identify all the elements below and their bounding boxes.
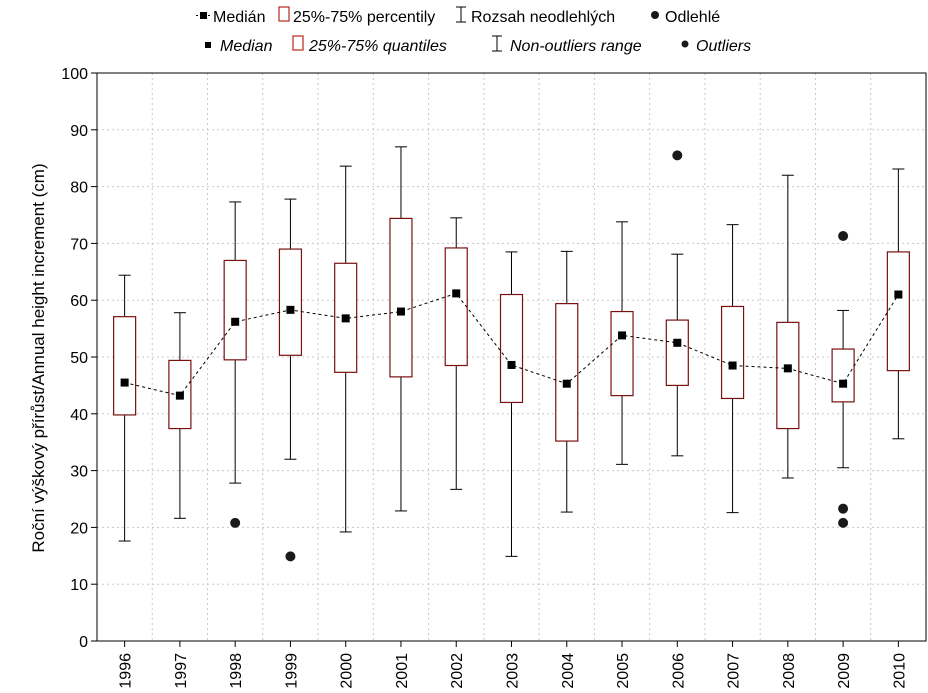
y-tick-label: 0 [79,634,88,651]
median-marker-1999 [286,305,295,314]
y-tick-label: 60 [70,293,88,310]
whiskers [118,146,905,557]
box-1996 [113,316,137,416]
box-2001 [389,217,413,378]
median-marker-2010 [894,290,903,299]
x-tick-label: 2004 [560,653,577,689]
y-tick-label: 40 [70,407,88,424]
x-tick-label: 2000 [339,653,356,689]
x-tick-label: 2009 [836,653,853,689]
y-tick-label: 70 [70,236,88,253]
median-marker-1997 [175,391,184,400]
x-tick-label: 1997 [173,653,190,689]
x-tick-label: 2003 [505,653,522,689]
median-marker-2000 [341,314,350,323]
box-1998 [223,259,247,361]
box-2006 [665,319,689,386]
legend-quantiles-label-en: 25%-75% quantiles [308,38,447,55]
y-tick-label: 30 [70,464,88,481]
box-2008 [776,321,800,430]
legend-range-label: Rozsah neodlehlých [471,9,615,26]
x-tick-label: 1996 [118,653,135,689]
x-tick-label: 2005 [615,653,632,689]
x-tick-label: 2008 [781,653,798,689]
y-tick-label: 100 [61,66,88,83]
outlier-point-2009 [838,231,849,242]
legend-median-label: Medián [213,9,265,26]
y-axis: 0 10 20 30 40 50 60 70 80 90 100 [61,66,97,651]
box-2010 [886,251,910,372]
median-marker-1996 [120,378,129,387]
y-tick-label: 90 [70,123,88,140]
box-1999 [278,248,303,356]
outlier-points [230,150,849,562]
legend-row-2: Median 25%-75% quantiles Non-outliers ra… [205,35,751,55]
legend-quantiles-label: 25%-75% percentily [293,9,435,26]
median-marker-2008 [783,364,792,373]
legend-median-marker-icon [200,12,207,19]
x-tick-label: 2001 [394,653,411,689]
median-marker-2006 [673,338,682,347]
legend-box-icon-2 [292,35,304,51]
box-2003 [499,293,524,404]
legend-outlier-icon [651,11,659,19]
legend-box-icon [278,6,290,22]
legend-outliers-label: Odlehlé [665,9,720,26]
box-2002 [444,247,468,367]
x-tick-label: 2010 [891,653,908,689]
median-marker-2005 [618,331,627,340]
median-marker-2007 [728,361,737,370]
outlier-point-2009 [838,503,849,514]
x-tick-label: 1999 [283,653,300,689]
median-marker-2009 [839,379,848,388]
outlier-point-1999 [285,551,296,562]
x-axis: 1996 1997 1998 1999 2000 2001 2002 2003 2004 2005… [118,641,908,689]
x-tick-label: 1998 [228,653,245,689]
x-tick-label: 2006 [670,653,687,689]
legend-whisker-icon-2 [492,35,502,52]
legend-range-label-en: Non-outliers range [510,38,642,55]
outlier-point-1998 [230,517,241,528]
median-marker-2001 [396,307,405,316]
median-marker-2002 [452,289,461,298]
boxes [113,217,910,442]
legend-whisker-icon [456,6,466,23]
median-marker-2004 [562,379,571,388]
outlier-point-2006 [672,150,683,161]
box-2009 [831,348,855,403]
median-marker-1998 [231,317,240,326]
box-2004 [555,303,579,442]
median-markers [120,289,903,400]
legend-outliers-label-en: Outliers [696,38,751,55]
box-2007 [720,305,745,400]
legend-median-marker-icon-2 [205,42,211,48]
y-tick-label: 50 [70,350,88,367]
y-tick-label: 10 [70,577,88,594]
y-axis-title: Roční výškový přírůst/Annual height incr… [29,163,48,552]
x-tick-label: 2002 [449,653,466,689]
legend-row-1: Medián 25%-75% percentily Rozsah neodleh… [196,6,720,26]
x-tick-label: 2007 [726,653,743,689]
outlier-point-2009 [838,517,849,528]
y-tick-label: 20 [70,520,88,537]
median-marker-2003 [507,360,516,369]
y-tick-label: 80 [70,180,88,197]
box-2005 [610,310,634,397]
legend-outlier-icon-2 [681,40,689,48]
legend-median-label-en: Median [220,38,273,55]
